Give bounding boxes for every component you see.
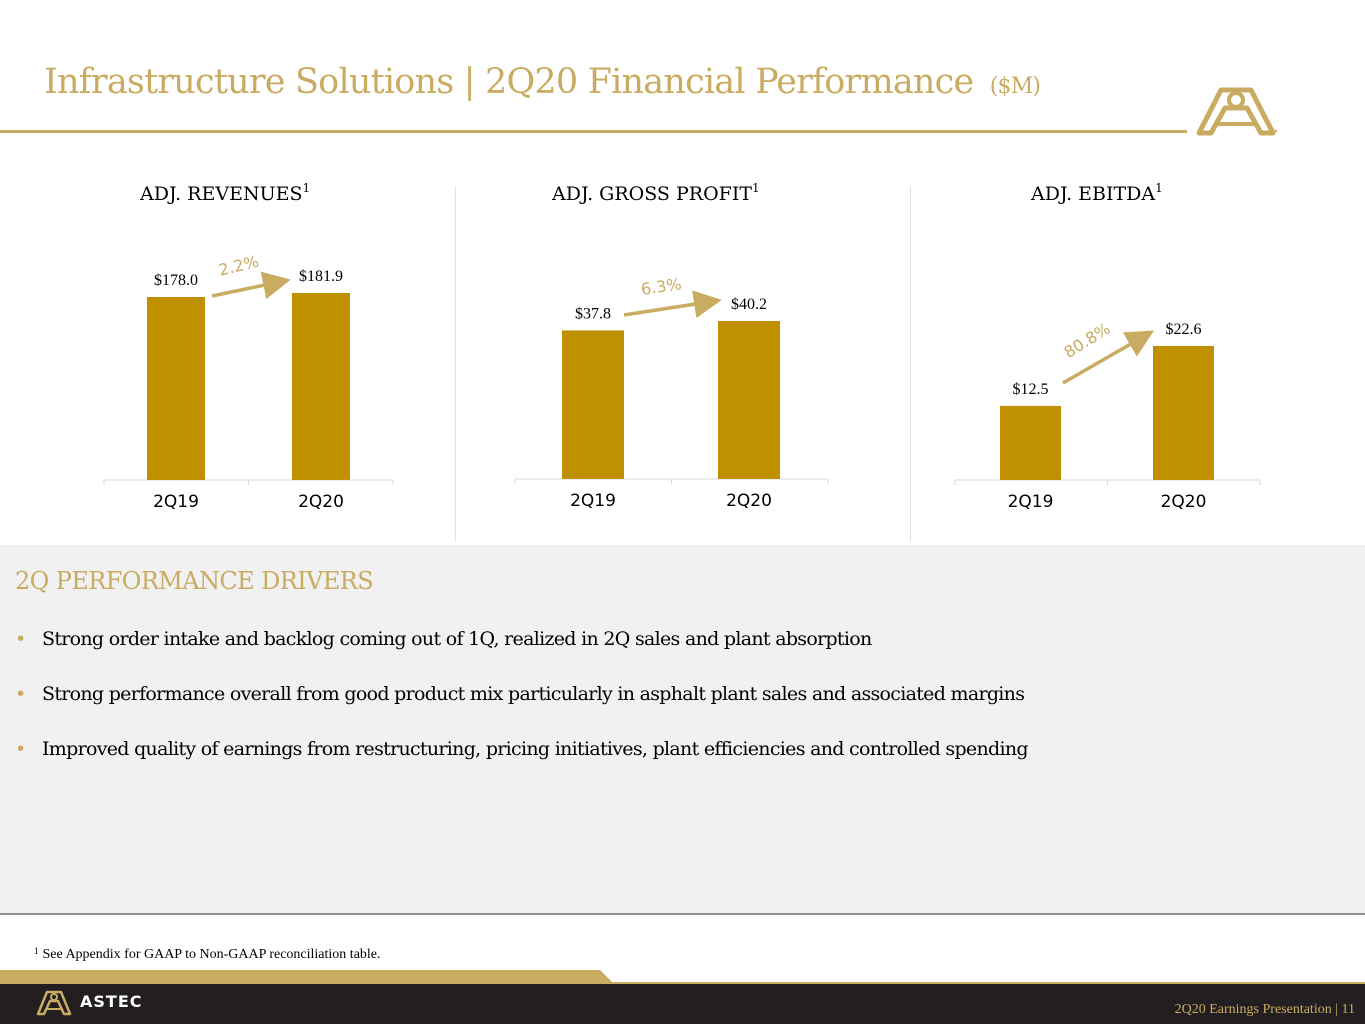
bullet-glyph: • [15,628,26,650]
bar [1000,405,1061,480]
footnote: 1 See Appendix for GAAP to Non-GAAP recon… [34,946,381,963]
bar [718,321,780,479]
page-title-text: Infrastructure Solutions | 2Q20 Financia… [44,62,974,102]
revenues-chart-title-text: ADJ. REVENUES [140,183,303,205]
driver-bullet: • Improved quality of earnings from restr… [15,738,1029,760]
driver-text: Improved quality of earnings from restru… [42,738,1029,760]
footnote-text: See Appendix for GAAP to Non-GAAP reconc… [42,947,381,962]
driver-text: Strong order intake and backlog coming o… [42,628,872,650]
ebitda-footnote-ref: 1 [1155,181,1163,195]
footer-page-label: 2Q20 Earnings Presentation | 11 [1174,1002,1355,1017]
bar-value-label: $22.6 [1166,321,1202,338]
driver-bullet: • Strong performance overall from good pr… [15,683,1025,705]
bar-value-label: $181.9 [299,268,343,285]
x-tick-label: 2Q19 [570,491,616,511]
bullet-glyph: • [15,683,26,705]
revenues-chart-title: ADJ. REVENUES1 [140,181,310,205]
bar [1153,346,1214,480]
x-tick-label: 2Q19 [153,492,199,512]
x-tick-label: 2Q19 [1008,492,1054,512]
driver-text: Strong performance overall from good pro… [42,683,1025,705]
footer-bar [0,970,1365,1024]
bar [147,297,205,480]
footnote-marker: 1 [34,946,39,956]
chart-divider [910,186,911,542]
gross-profit-footnote-ref: 1 [752,181,760,195]
ebitda-chart-title: ADJ. EBITDA1 [1031,181,1163,205]
x-tick-label: 2Q20 [298,492,344,512]
bar-value-label: $40.2 [731,296,767,313]
bar [292,293,350,480]
astec-logo-icon [36,990,72,1016]
title-rule [0,130,1187,133]
page-title: Infrastructure Solutions | 2Q20 Financia… [44,62,1041,102]
bullet-glyph: • [15,738,26,760]
growth-arrow [211,271,291,299]
ebitda-chart-title-text: ADJ. EBITDA [1031,183,1156,205]
x-tick-label: 2Q20 [1161,492,1207,512]
growth-arrow [623,290,722,319]
chart-divider [455,186,456,542]
astec-logo-icon [1196,87,1278,136]
gross-profit-chart-title-text: ADJ. GROSS PROFIT [552,183,753,205]
bar-charts: $178.0 2Q19 $181.9 2Q20 2.2% $37.8 2Q19 $40.2 2Q… [103,252,1261,512]
bar [562,330,624,479]
growth-percent-label: 6.3% [640,274,683,298]
drivers-rule [0,913,1365,915]
revenues-footnote-ref: 1 [302,181,311,195]
performance-drivers-panel: 2Q PERFORMANCE DRIVERS • Strong order int… [0,545,1365,913]
drivers-heading: 2Q PERFORMANCE DRIVERS [15,567,374,595]
driver-bullet: • Strong order intake and backlog coming … [15,628,872,650]
page-title-unit: ($M) [989,74,1041,99]
growth-arrow [1062,330,1155,385]
growth-percent-label: 80.8% [1060,319,1113,362]
bar-value-label: $178.0 [154,272,198,289]
bar-value-label: $12.5 [1013,381,1049,398]
gross-profit-chart-title: ADJ. GROSS PROFIT1 [552,181,760,205]
growth-percent-label: 2.2% [217,252,261,280]
bar-value-label: $37.8 [575,305,611,322]
x-tick-label: 2Q20 [726,491,772,511]
footer-brand: ASTEC [80,992,143,1011]
